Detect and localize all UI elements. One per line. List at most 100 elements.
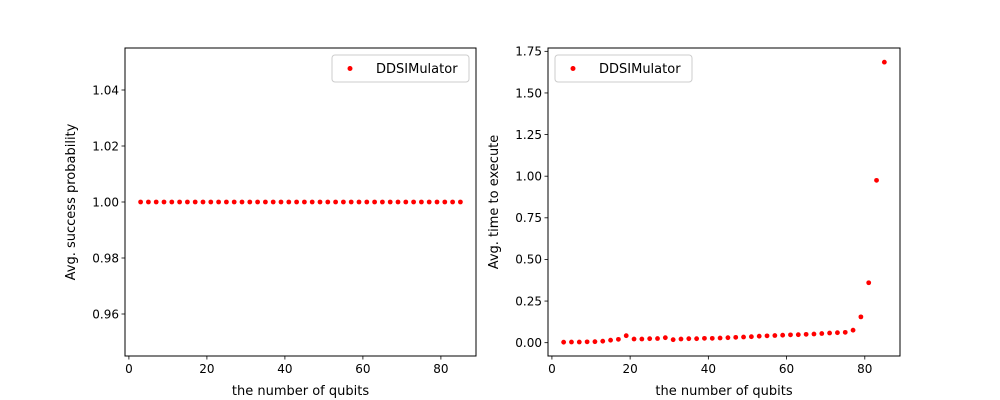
data-point bbox=[592, 339, 598, 345]
x-tick-label: 40 bbox=[701, 362, 716, 376]
data-point bbox=[702, 335, 707, 341]
y-tick-label: 1.02 bbox=[92, 139, 119, 153]
data-point bbox=[325, 199, 331, 205]
data-point bbox=[302, 199, 307, 205]
data-point bbox=[192, 199, 198, 205]
panel-0-legend-label: DDSIMulator bbox=[376, 62, 458, 77]
data-point bbox=[748, 334, 754, 340]
data-point bbox=[584, 339, 590, 345]
data-point bbox=[138, 199, 144, 205]
data-point bbox=[569, 339, 574, 345]
panel-1-legend-box bbox=[554, 54, 693, 83]
data-point bbox=[153, 199, 159, 205]
data-point bbox=[317, 199, 323, 205]
data-point bbox=[231, 199, 237, 205]
y-tick-label: 1.00 bbox=[92, 195, 119, 209]
data-point bbox=[780, 332, 786, 338]
data-point bbox=[161, 199, 167, 205]
data-point bbox=[263, 199, 268, 205]
data-point bbox=[356, 199, 362, 205]
data-point bbox=[631, 336, 637, 342]
panel-1-frame bbox=[547, 47, 901, 357]
y-tick-label: 1.25 bbox=[515, 128, 542, 142]
execution-time-panel: 0 20 40 60 80 0.00 0.25 0.50 0.75 1.00 1.25 1.50 1.… bbox=[487, 45, 901, 399]
data-point bbox=[216, 199, 222, 205]
x-tick-label: 0 bbox=[548, 362, 556, 376]
data-point bbox=[294, 199, 299, 205]
y-tick-label: 1.75 bbox=[515, 45, 542, 59]
panel-1-legend: DDSIMulator bbox=[554, 54, 693, 83]
panel-1-x-ticks: 0 20 40 60 80 bbox=[548, 356, 872, 376]
panel-0-y-ticks: 0.96 0.98 1.00 1.02 1.04 bbox=[92, 83, 125, 321]
data-point bbox=[419, 199, 424, 205]
data-point bbox=[434, 199, 440, 205]
data-point bbox=[561, 339, 567, 345]
data-point bbox=[881, 59, 887, 65]
data-point bbox=[146, 199, 151, 205]
data-point bbox=[208, 199, 214, 205]
data-point bbox=[224, 199, 229, 205]
data-point bbox=[348, 199, 354, 205]
y-tick-label: 0.96 bbox=[92, 307, 119, 321]
data-point bbox=[655, 336, 660, 341]
data-point bbox=[608, 337, 613, 343]
panel-0-y-axis-label: Avg. success probability bbox=[64, 123, 79, 280]
data-point bbox=[717, 335, 723, 341]
data-point bbox=[858, 314, 864, 320]
data-point bbox=[709, 335, 715, 341]
panel-1-x-axis-label: the number of qubits bbox=[655, 384, 792, 399]
data-point bbox=[247, 199, 253, 205]
panel-0-legend-box bbox=[331, 54, 470, 83]
data-point bbox=[662, 335, 668, 341]
data-point bbox=[333, 199, 338, 205]
data-point bbox=[458, 199, 463, 205]
x-tick-label: 0 bbox=[125, 362, 133, 376]
data-point bbox=[772, 333, 778, 338]
y-tick-label: 0.75 bbox=[515, 211, 542, 225]
data-point bbox=[647, 336, 653, 342]
data-point bbox=[827, 330, 832, 336]
panel-0-x-axis-label: the number of qubits bbox=[232, 384, 369, 399]
data-point bbox=[874, 177, 879, 183]
x-tick-label: 40 bbox=[277, 362, 292, 376]
data-point bbox=[866, 280, 872, 286]
data-point bbox=[387, 199, 393, 205]
data-point bbox=[442, 199, 448, 205]
x-tick-label: 20 bbox=[199, 362, 214, 376]
data-point bbox=[756, 333, 762, 339]
x-tick-label: 60 bbox=[355, 362, 370, 376]
data-point bbox=[270, 199, 276, 205]
x-tick-label: 20 bbox=[622, 362, 637, 376]
data-point bbox=[426, 199, 432, 205]
panel-1-legend-label: DDSIMulator bbox=[599, 62, 681, 77]
data-point bbox=[733, 334, 739, 340]
y-tick-label: 1.00 bbox=[515, 169, 542, 183]
x-tick-label: 80 bbox=[433, 362, 448, 376]
success-probability-panel: 0 20 40 60 80 0.96 0.98 1.00 1.02 1.04 the numbe… bbox=[64, 47, 477, 399]
data-point bbox=[741, 334, 746, 340]
data-point bbox=[670, 337, 676, 343]
data-point bbox=[177, 199, 183, 205]
data-point bbox=[395, 199, 401, 205]
data-point bbox=[403, 199, 409, 205]
data-point bbox=[788, 332, 793, 338]
data-point bbox=[686, 336, 692, 342]
y-tick-label: 0.00 bbox=[515, 336, 542, 350]
data-point bbox=[795, 332, 801, 338]
data-point bbox=[278, 199, 284, 205]
y-tick-label: 0.98 bbox=[92, 251, 119, 265]
panel-0-legend-marker bbox=[347, 66, 353, 71]
data-point bbox=[239, 199, 245, 205]
data-point bbox=[309, 199, 315, 205]
y-tick-label: 0.50 bbox=[515, 253, 542, 267]
data-point bbox=[725, 335, 731, 341]
panel-1-y-ticks: 0.00 0.25 0.50 0.75 1.00 1.25 1.50 1.75 bbox=[515, 45, 548, 350]
x-tick-label: 80 bbox=[857, 362, 872, 376]
data-point bbox=[600, 338, 606, 344]
panel-1-legend-marker bbox=[570, 66, 576, 71]
y-tick-label: 1.04 bbox=[92, 83, 119, 97]
data-point bbox=[255, 199, 260, 205]
data-point bbox=[842, 329, 848, 335]
data-point bbox=[850, 327, 856, 333]
data-point bbox=[450, 199, 455, 205]
